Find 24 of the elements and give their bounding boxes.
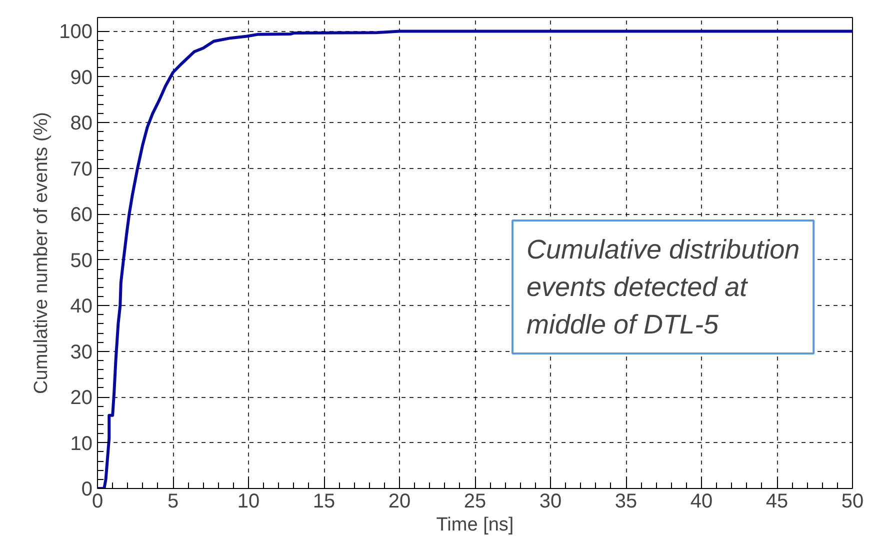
y-axis-title: Cumulative number of events (%) xyxy=(31,112,52,394)
x-tick-label: 50 xyxy=(841,490,864,512)
y-tick-label: 20 xyxy=(70,387,93,410)
x-tick-label: 40 xyxy=(690,490,713,512)
y-tick-label: 70 xyxy=(70,158,93,180)
x-tick-label: 20 xyxy=(388,490,411,512)
x-tick-label: 10 xyxy=(237,490,260,512)
x-tick-label: 45 xyxy=(766,490,788,512)
x-tick-label: 25 xyxy=(464,490,486,512)
y-tick-label: 10 xyxy=(70,432,93,455)
y-tick-label: 40 xyxy=(70,296,93,318)
y-tick-label: 50 xyxy=(70,250,93,272)
x-tick-label: 5 xyxy=(167,490,179,512)
line-series xyxy=(98,30,852,488)
x-tick-label: 30 xyxy=(539,490,562,512)
y-tick-label: 90 xyxy=(70,66,93,89)
y-tick-label: 30 xyxy=(70,341,93,364)
x-axis-title: Time [ns] xyxy=(436,514,514,536)
y-tick-label: 100 xyxy=(59,21,93,44)
x-tick-label: 35 xyxy=(614,490,638,512)
y-tick-label: 60 xyxy=(70,204,93,226)
annotation: Cumulative distribution events detected at middle of DTL-5 xyxy=(526,234,800,340)
y-tick-label: 80 xyxy=(70,112,93,135)
x-tick-label: 15 xyxy=(312,490,336,512)
